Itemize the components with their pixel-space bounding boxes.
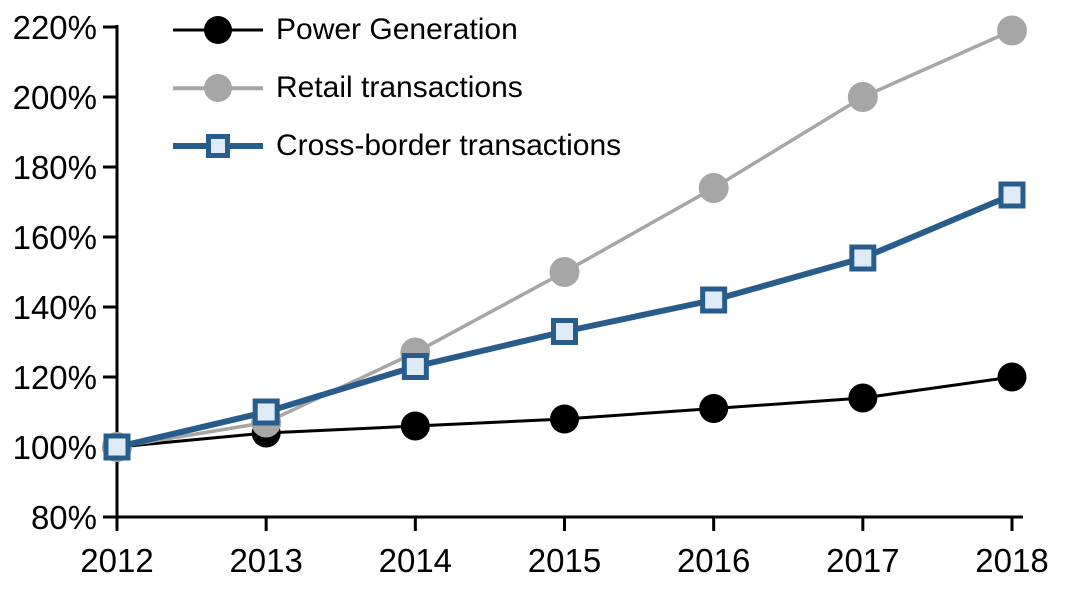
x-axis-tick-label: 2018 <box>975 542 1048 579</box>
y-axis-tick-label: 220% <box>13 9 97 46</box>
data-point-square <box>700 286 728 314</box>
data-point-circle <box>698 173 729 203</box>
data-point-circle <box>550 404 579 434</box>
y-axis-tick-label: 100% <box>13 429 97 466</box>
circle-marker-icon <box>204 74 232 102</box>
legend-label: Cross-border transactions <box>276 129 622 162</box>
data-point-circle <box>848 383 878 413</box>
y-axis-tick-label: 120% <box>13 359 97 396</box>
legend-item-cross-border-transactions: Cross-border transactions <box>173 117 621 175</box>
legend-swatch-retail-transactions <box>173 71 263 105</box>
data-point-circle <box>997 15 1027 46</box>
x-axis-tick-label: 2017 <box>826 542 899 579</box>
data-point-square <box>103 433 131 461</box>
chart-legend: Power Generation Retail transactions Cro… <box>173 1 621 175</box>
legend-swatch-power-generation <box>173 13 263 47</box>
x-axis-tick-label: 2013 <box>229 542 302 579</box>
circle-marker-icon <box>204 16 232 44</box>
data-point-circle <box>400 411 430 441</box>
x-axis-tick-label: 2016 <box>677 542 750 579</box>
square-marker-icon <box>206 134 230 158</box>
data-point-circle <box>549 257 580 287</box>
data-point-square <box>998 181 1026 209</box>
legend-label: Power Generation <box>276 13 518 46</box>
data-point-circle <box>997 362 1027 392</box>
y-axis-tick-label: 180% <box>13 149 97 186</box>
x-axis-tick-label: 2012 <box>80 542 153 579</box>
y-axis-tick-label: 160% <box>13 219 97 256</box>
y-axis-tick-label: 140% <box>13 289 97 326</box>
data-point-square <box>401 353 429 380</box>
legend-item-power-generation: Power Generation <box>173 1 621 59</box>
x-axis-tick-label: 2014 <box>379 542 452 579</box>
data-point-square <box>252 398 280 426</box>
legend-label: Retail transactions <box>276 71 523 104</box>
legend-swatch-cross-border-transactions <box>173 129 263 163</box>
legend-item-retail-transactions: Retail transactions <box>173 59 621 117</box>
data-point-circle <box>847 82 878 112</box>
x-axis-tick-label: 2015 <box>528 542 601 579</box>
data-point-circle <box>699 394 729 423</box>
y-axis-tick-label: 200% <box>13 79 97 116</box>
data-point-square <box>849 244 877 272</box>
y-axis-tick-label: 80% <box>31 499 97 536</box>
data-point-square <box>551 318 578 345</box>
